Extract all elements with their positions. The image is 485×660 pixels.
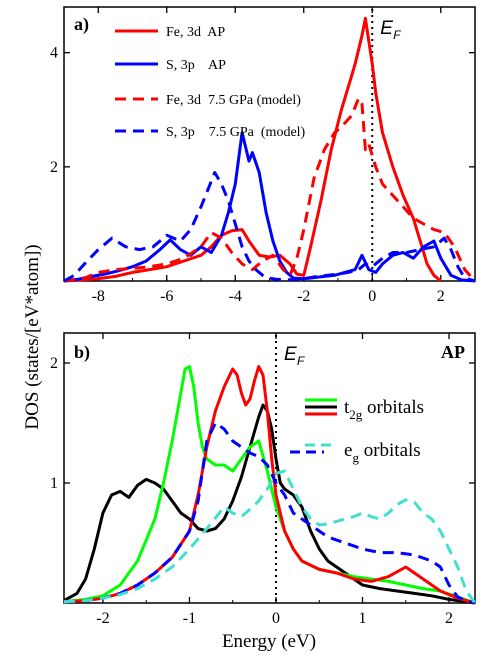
panel-b-frame <box>63 332 476 604</box>
panel-a-legend: Fe, 3d AP S, 3p AP Fe, 3d 7.5 GPa (model) S… <box>115 25 306 140</box>
y-tick-label: 4 <box>50 45 58 62</box>
panel-a: -8 -6 -4 -2 0 224 a) E F Fe, 3d APS, 3p APFe,… <box>50 6 477 305</box>
y-tick-label: 2 <box>50 159 58 176</box>
legend-entry: t2g orbitals <box>344 397 424 422</box>
panel-a-label: a) <box>74 14 89 35</box>
series-line-b-0 <box>63 403 476 605</box>
series-line-a-2 <box>63 96 477 283</box>
legend-entry: S, 3p 7.5 GPa (model) <box>166 125 306 140</box>
y-axis-label: DOS (states/[eV*atom]) <box>22 244 43 429</box>
series-line-a-1 <box>63 131 476 283</box>
panel-b: -2 -1 0 1 2 1 2 b) AP E F t2g orbitals eg orbit… <box>50 332 477 652</box>
y-tick-label: 2 <box>50 355 58 372</box>
panel-b-label: b) <box>74 342 90 363</box>
x-tick-label: -2 <box>297 288 310 305</box>
x-tick-label: 2 <box>437 288 445 305</box>
series-line-a-0 <box>63 16 442 283</box>
panel-b-legend: t2g orbitals eg orbitals <box>290 397 424 465</box>
panel-b-fermi-label: E F <box>284 344 305 368</box>
x-tick-label: 0 <box>368 288 376 305</box>
panel-b-corner-label: AP <box>441 342 465 362</box>
series-line-b-4 <box>63 469 477 604</box>
svg-text:F: F <box>297 354 305 368</box>
svg-text:E: E <box>284 344 297 365</box>
x-tick-label: -2 <box>96 610 109 627</box>
legend-entry: Fe, 3d 7.5 GPa (model) <box>166 93 301 108</box>
x-tick-label: 1 <box>359 610 367 627</box>
x-tick-label: -1 <box>183 610 196 627</box>
panel-a-ticks: -8 -6 -4 -2 0 2 2 4 <box>50 7 476 305</box>
x-tick-label: -4 <box>229 288 242 305</box>
legend-entry: eg orbitals <box>344 440 421 465</box>
x-tick-label: 2 <box>445 610 453 627</box>
series-line-b-3 <box>63 421 476 605</box>
svg-text:E: E <box>380 18 393 39</box>
legend-entry: Fe, 3d AP <box>166 25 225 40</box>
series-line-a-3 <box>63 171 476 283</box>
legend-entry: S, 3p AP <box>166 58 226 73</box>
x-tick-label: -6 <box>160 288 173 305</box>
x-axis-label: Energy (eV) <box>222 631 316 652</box>
x-tick-label: 0 <box>272 610 280 627</box>
svg-text:F: F <box>393 28 401 42</box>
x-tick-label: -8 <box>92 288 105 305</box>
panel-a-frame <box>63 6 476 282</box>
panel-a-fermi-label: E F <box>380 18 401 42</box>
y-tick-label: 1 <box>50 475 58 492</box>
panel-a-series <box>63 16 477 283</box>
panel-b-series <box>63 365 477 605</box>
